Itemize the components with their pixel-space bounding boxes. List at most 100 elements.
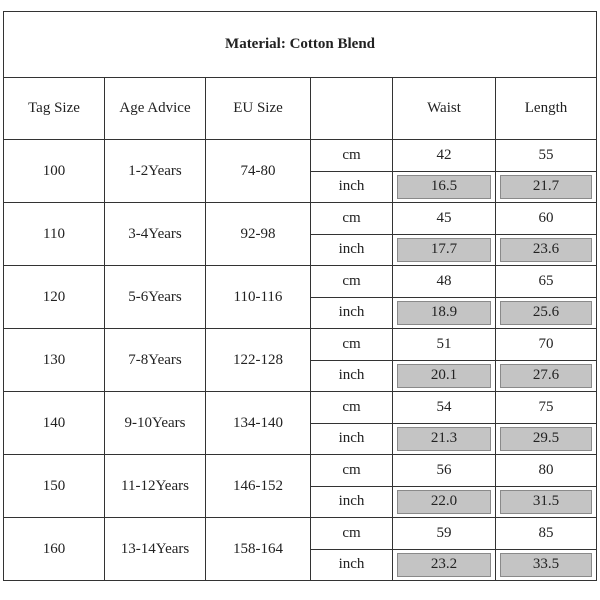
length-inch-cell: 25.6 xyxy=(494,296,598,329)
length-inch-cell: 29.5 xyxy=(494,422,598,455)
unit-label-cm: cm xyxy=(310,517,393,550)
shaded-highlight xyxy=(397,237,491,262)
unit-label-inch: inch xyxy=(310,548,393,581)
length-cm-cell: 75 xyxy=(494,391,598,424)
waist-cm-cell: 48 xyxy=(392,265,496,298)
length-cm-cell: 55 xyxy=(494,139,598,172)
unit-label-cm: cm xyxy=(310,454,393,487)
unit-label-inch: inch xyxy=(310,170,393,203)
header-tag-size: Tag Size xyxy=(3,77,105,140)
length-inch-value: 31.5 xyxy=(532,493,560,510)
length-inch-value: 33.5 xyxy=(532,556,560,573)
length-cm-cell: 65 xyxy=(494,265,598,298)
length-cm-cell: 60 xyxy=(494,202,598,235)
unit-label-cm: cm xyxy=(310,328,393,361)
length-inch-cell: 27.6 xyxy=(494,359,598,392)
header-row: Tag Size Age Advice EU Size Waist Length xyxy=(3,77,598,140)
table-title: Material: Cotton Blend xyxy=(2,11,598,78)
waist-inch-cell: 20.1 xyxy=(392,359,496,392)
shaded-highlight xyxy=(500,426,593,451)
eu-size-cell: 146-152 xyxy=(205,454,311,518)
size-row-cm: 120 5-6Years 110-116 cm 48 65 xyxy=(3,265,598,329)
waist-inch-cell: 16.5 xyxy=(392,170,496,203)
eu-size-cell: 134-140 xyxy=(205,391,311,455)
length-inch-cell: 33.5 xyxy=(494,548,598,581)
unit-label-inch: inch xyxy=(310,485,393,518)
size-row-inch: inch 23.2 33.5 xyxy=(4,548,598,581)
waist-inch-value: 21.3 xyxy=(430,430,458,447)
eu-size-cell: 74-80 xyxy=(205,139,311,203)
waist-inch-value: 17.7 xyxy=(430,241,458,258)
age-advice-cell: 13-14Years xyxy=(104,517,206,581)
length-inch-value: 29.5 xyxy=(532,430,560,447)
size-row-inch: inch 20.1 27.6 xyxy=(4,359,598,392)
shaded-highlight xyxy=(397,489,491,514)
shaded-highlight xyxy=(500,363,593,388)
shaded-highlight xyxy=(397,552,491,577)
eu-size-cell: 92-98 xyxy=(205,202,311,266)
waist-inch-cell: 21.3 xyxy=(392,422,496,455)
eu-size-cell: 110-116 xyxy=(205,265,311,329)
size-row-inch: inch 17.7 23.6 xyxy=(4,233,598,266)
size-row-cm: 130 7-8Years 122-128 cm 51 70 xyxy=(3,328,598,392)
shaded-highlight xyxy=(500,489,593,514)
waist-inch-cell: 18.9 xyxy=(392,296,496,329)
waist-cm-cell: 54 xyxy=(392,391,496,424)
unit-label-inch: inch xyxy=(310,422,393,455)
unit-label-inch: inch xyxy=(310,359,393,392)
header-length: Length xyxy=(494,77,598,140)
waist-inch-value: 22.0 xyxy=(430,493,458,510)
tag-size-cell: 140 xyxy=(3,391,105,455)
length-inch-cell: 31.5 xyxy=(494,485,598,518)
size-chart-table: Material: Cotton Blend Tag Size Age Advi… xyxy=(2,11,598,581)
waist-cm-cell: 51 xyxy=(392,328,496,361)
unit-label-cm: cm xyxy=(310,391,393,424)
waist-inch-cell: 17.7 xyxy=(392,233,496,266)
shaded-highlight xyxy=(500,552,593,577)
shaded-highlight xyxy=(500,300,593,325)
tag-size-cell: 120 xyxy=(3,265,105,329)
unit-label-inch: inch xyxy=(310,233,393,266)
size-row-inch: inch 21.3 29.5 xyxy=(4,422,598,455)
header-waist: Waist xyxy=(392,77,496,140)
unit-label-cm: cm xyxy=(310,139,393,172)
shaded-highlight xyxy=(397,300,491,325)
length-inch-cell: 23.6 xyxy=(494,233,598,266)
age-advice-cell: 11-12Years xyxy=(104,454,206,518)
length-inch-value: 23.6 xyxy=(532,241,560,258)
unit-label-cm: cm xyxy=(310,202,393,235)
size-row-inch: inch 16.5 21.7 xyxy=(4,170,598,203)
tag-size-cell: 100 xyxy=(3,139,105,203)
shaded-highlight xyxy=(397,363,491,388)
waist-cm-cell: 42 xyxy=(392,139,496,172)
header-unit xyxy=(310,77,393,140)
length-inch-cell: 21.7 xyxy=(494,170,598,203)
tag-size-cell: 160 xyxy=(3,517,105,581)
waist-inch-value: 23.2 xyxy=(430,556,458,573)
waist-cm-cell: 56 xyxy=(392,454,496,487)
age-advice-cell: 3-4Years xyxy=(104,202,206,266)
size-row-cm: 140 9-10Years 134-140 cm 54 75 xyxy=(3,391,598,455)
age-advice-cell: 9-10Years xyxy=(104,391,206,455)
tag-size-cell: 110 xyxy=(3,202,105,266)
waist-inch-value: 16.5 xyxy=(430,178,458,195)
size-row-cm: 150 11-12Years 146-152 cm 56 80 xyxy=(3,454,598,518)
tag-size-cell: 150 xyxy=(3,454,105,518)
size-row-inch: inch 18.9 25.6 xyxy=(4,296,598,329)
size-row-inch: inch 22.0 31.5 xyxy=(4,485,598,518)
shaded-highlight xyxy=(500,237,593,262)
eu-size-cell: 122-128 xyxy=(205,328,311,392)
header-age-advice: Age Advice xyxy=(104,77,206,140)
length-cm-cell: 85 xyxy=(494,517,598,550)
unit-label-cm: cm xyxy=(310,265,393,298)
eu-size-cell: 158-164 xyxy=(205,517,311,581)
length-cm-cell: 80 xyxy=(494,454,598,487)
size-row-cm: 110 3-4Years 92-98 cm 45 60 xyxy=(3,202,598,266)
waist-inch-value: 18.9 xyxy=(430,304,458,321)
length-inch-value: 27.6 xyxy=(532,367,560,384)
size-row-cm: 160 13-14Years 158-164 cm 59 85 xyxy=(3,517,598,581)
waist-cm-cell: 45 xyxy=(392,202,496,235)
waist-inch-value: 20.1 xyxy=(430,367,458,384)
length-inch-value: 21.7 xyxy=(532,178,560,195)
age-advice-cell: 1-2Years xyxy=(104,139,206,203)
